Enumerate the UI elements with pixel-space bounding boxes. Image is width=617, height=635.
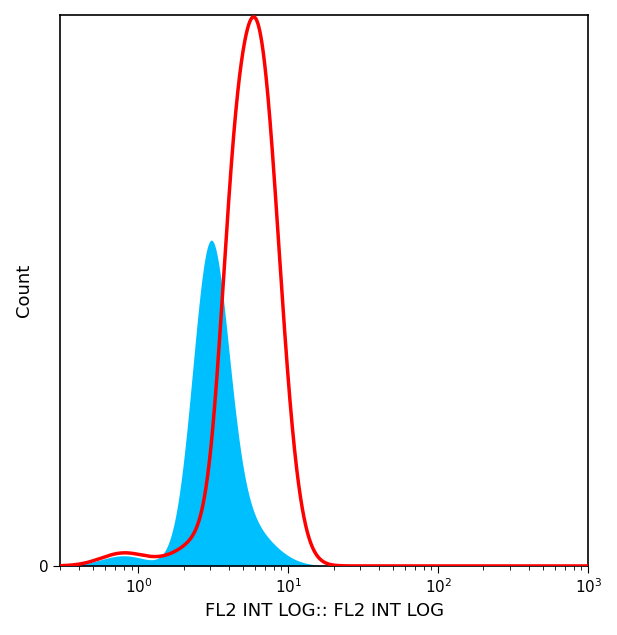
Y-axis label: Count: Count [15, 264, 33, 317]
X-axis label: FL2 INT LOG:: FL2 INT LOG: FL2 INT LOG:: FL2 INT LOG [205, 602, 444, 620]
